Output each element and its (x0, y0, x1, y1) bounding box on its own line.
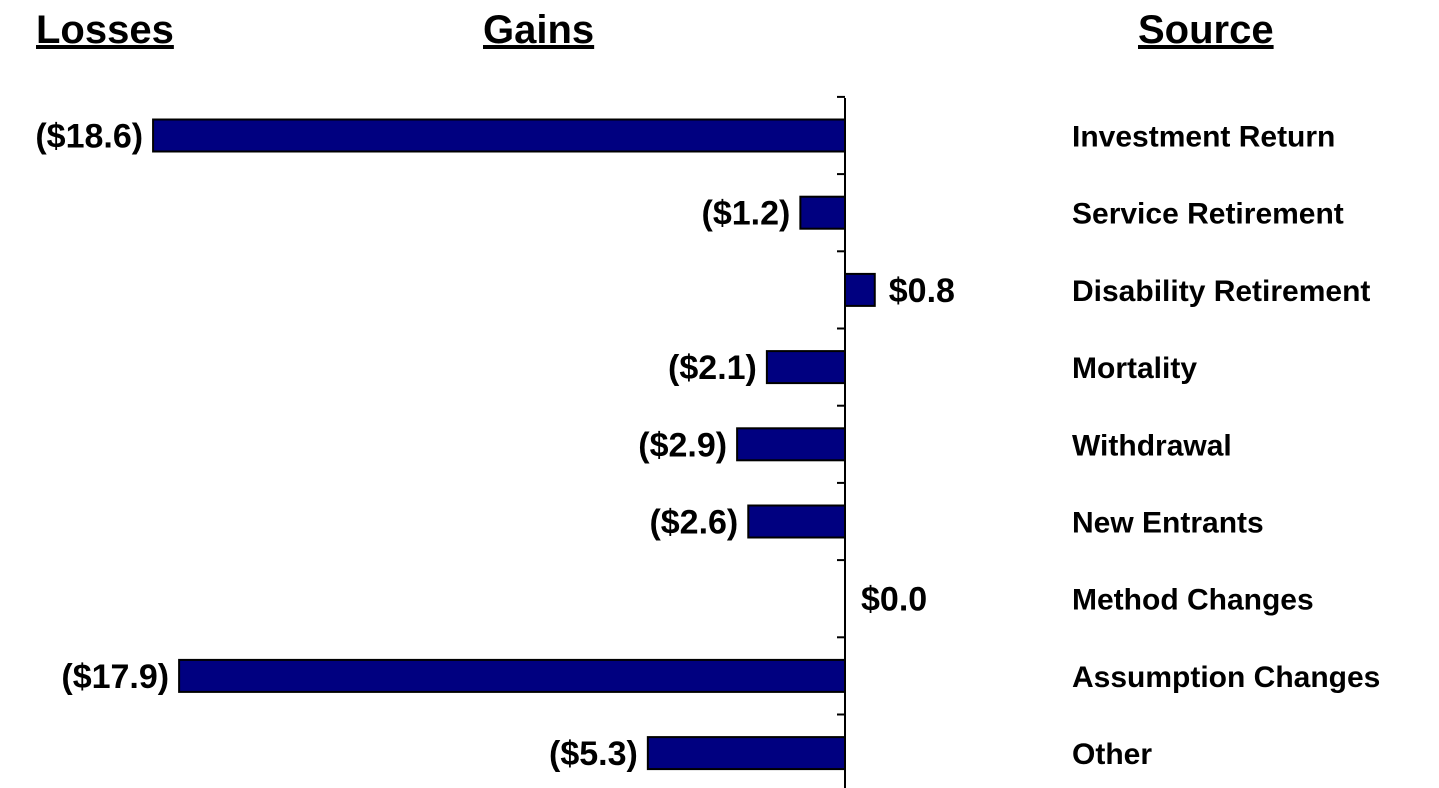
category-label: Service Retirement (1072, 198, 1344, 231)
category-label: Other (1072, 738, 1152, 771)
bar (765, 350, 847, 385)
category-label: Disability Retirement (1072, 275, 1370, 308)
gains-header: Gains (483, 8, 595, 52)
category-label: Investment Return (1072, 121, 1335, 154)
value-label: ($18.6) (35, 118, 143, 156)
value-label: $0.8 (889, 272, 955, 310)
bar (152, 118, 846, 153)
value-label: ($2.6) (649, 504, 738, 542)
category-label: Mortality (1072, 352, 1197, 385)
bar (799, 195, 846, 230)
category-label: Withdrawal (1072, 429, 1232, 462)
value-label: ($2.9) (638, 426, 727, 464)
value-label: ($1.2) (702, 195, 791, 233)
category-label: Assumption Changes (1072, 661, 1380, 694)
bar (747, 504, 847, 539)
bar (646, 736, 847, 771)
category-label: New Entrants (1072, 507, 1264, 540)
bar (844, 272, 876, 307)
value-label: $0.0 (861, 581, 927, 619)
value-labels-layer: ($18.6) ($1.2) $0.8 ($2.1) ($2.9) ($2.6) $0.0 (… (35, 118, 955, 774)
losses-header: Losses (36, 8, 174, 52)
bar (736, 427, 846, 462)
value-label: ($17.9) (61, 658, 169, 696)
value-label: ($5.3) (549, 735, 638, 773)
value-label: ($2.1) (668, 349, 757, 387)
bar (178, 658, 846, 693)
bars-layer (152, 118, 876, 771)
source-header: Source (1138, 8, 1274, 52)
category-label: Method Changes (1072, 584, 1314, 617)
category-labels-layer: Investment Return Service Retirement Disab… (1072, 121, 1380, 772)
